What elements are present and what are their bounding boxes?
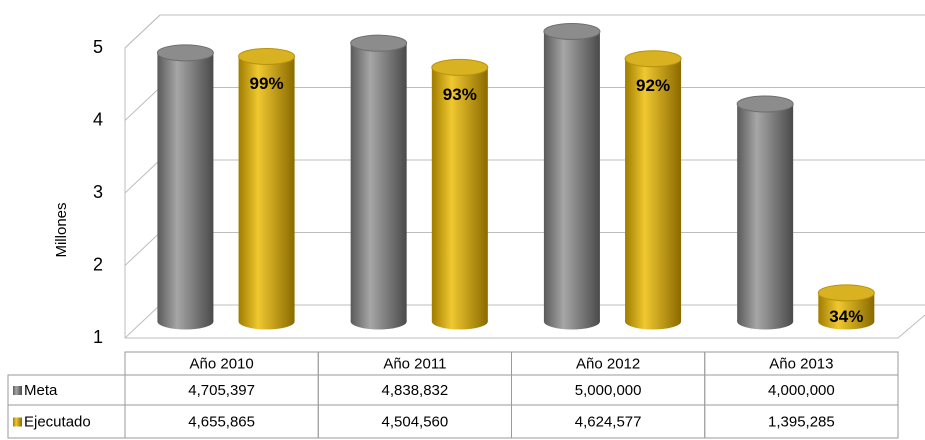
bar-top — [543, 23, 601, 40]
x-tick-label: Año 2013 — [769, 355, 833, 372]
y-tick-label: 2 — [93, 254, 103, 274]
grid-line — [124, 14, 925, 49]
bar — [238, 56, 295, 322]
table-value: 4,504,560 — [382, 413, 449, 430]
y-axis-label: Millones — [53, 202, 70, 257]
x-tick-label: Año 2011 — [383, 355, 446, 372]
bar-top — [350, 34, 408, 52]
bar — [625, 58, 682, 322]
bar-top — [238, 47, 296, 65]
bar-top — [817, 284, 875, 302]
table-value: 4,624,577 — [575, 413, 642, 430]
bar — [543, 31, 600, 322]
bar — [431, 67, 488, 322]
data-label: 99% — [250, 74, 284, 93]
data-label: 92% — [636, 76, 670, 95]
table-value: 4,000,000 — [768, 382, 835, 399]
bar — [737, 104, 794, 322]
legend-label: Meta — [24, 382, 58, 399]
bar-top — [431, 58, 489, 76]
y-tick-label: 5 — [93, 37, 103, 57]
legend-swatch — [13, 386, 22, 395]
back-wall — [124, 14, 925, 49]
table-value: 4,838,832 — [382, 382, 449, 399]
floor — [125, 314, 925, 339]
table-value: 5,000,000 — [575, 382, 642, 399]
x-tick-label: Año 2012 — [576, 355, 640, 372]
bar-top — [156, 44, 214, 62]
y-tick-label: 4 — [93, 109, 103, 129]
bar — [157, 52, 214, 322]
legend-label: Ejecutado — [24, 413, 91, 430]
table-value: 1,395,285 — [768, 413, 835, 430]
bar-top — [624, 50, 682, 68]
table-cell — [704, 404, 899, 439]
table-value: 4,655,865 — [188, 413, 255, 430]
x-tick-label: Año 2010 — [190, 355, 254, 372]
legend-swatch — [13, 417, 22, 427]
table-value: 4,705,397 — [188, 382, 255, 399]
y-tick-label: 3 — [93, 182, 103, 202]
bar-top — [736, 95, 794, 113]
data-label: 93% — [443, 85, 477, 104]
y-tick-label: 1 — [93, 327, 103, 347]
bar — [350, 43, 407, 322]
data-label: 34% — [829, 307, 863, 326]
